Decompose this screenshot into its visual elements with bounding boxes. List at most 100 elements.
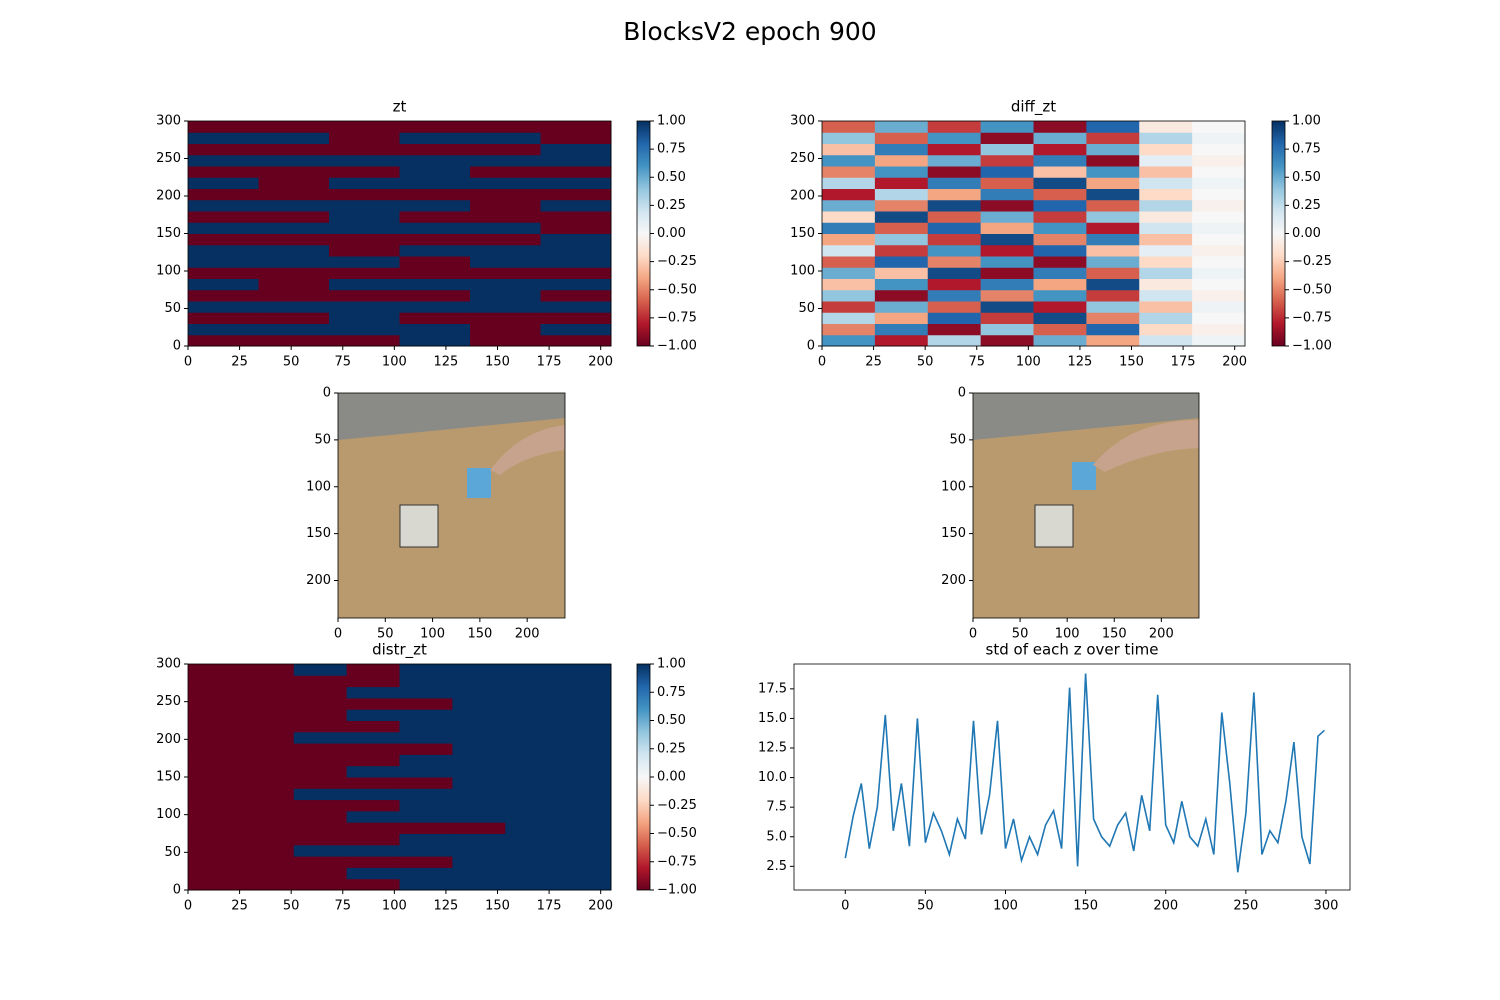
- heatmap-cell: [980, 301, 1034, 313]
- x-tick-label: 50: [917, 899, 934, 914]
- heatmap-cell: [258, 121, 330, 133]
- heatmap-cell: [399, 810, 453, 823]
- heatmap-cell: [258, 301, 330, 313]
- heatmap-cell: [293, 844, 348, 857]
- heatmap-cell: [822, 222, 876, 234]
- heatmap-cell: [540, 132, 612, 144]
- heatmap-cell: [470, 312, 541, 324]
- heatmap-cell: [258, 132, 330, 144]
- heatmap-cell: [399, 833, 453, 846]
- heatmap-cell: [240, 867, 295, 880]
- heatmap-cell: [1192, 323, 1246, 336]
- heatmap-cell: [258, 211, 330, 223]
- y-tick-label: 300: [156, 114, 181, 129]
- heatmap-cell: [258, 267, 330, 279]
- heatmap-cell: [399, 334, 471, 347]
- heatmap-cell: [399, 233, 471, 246]
- heatmap-cell: [822, 289, 876, 302]
- heatmap-cell: [258, 199, 330, 212]
- x-tick-label: 25: [231, 355, 248, 370]
- heatmap-cell: [188, 132, 259, 144]
- heatmap-cell: [822, 267, 876, 279]
- colorbar-tick-label: −0.50: [1292, 282, 1332, 297]
- heatmap-cell: [329, 289, 400, 302]
- heatmap-cell: [399, 143, 471, 156]
- heatmap-cell: [399, 822, 453, 834]
- heatmap-cell: [399, 731, 453, 744]
- heatmap-cell: [240, 810, 295, 823]
- heatmap-cell: [293, 810, 348, 823]
- heatmap-cell: [1086, 199, 1140, 212]
- heatmap-cell: [188, 154, 259, 167]
- heatmap-cell: [1192, 154, 1246, 167]
- x-tick-label: 125: [1068, 355, 1093, 370]
- colorbar-tick-label: −0.25: [1292, 254, 1332, 269]
- heatmap-cell: [258, 244, 330, 257]
- heatmap-cell: [293, 822, 348, 834]
- heatmap-cell: [540, 211, 612, 223]
- figure-title: BlocksV2 epoch 900: [623, 17, 876, 46]
- heatmap-cell: [188, 289, 259, 302]
- heatmap-cell: [927, 154, 982, 167]
- heatmap-cell: [470, 256, 541, 268]
- heatmap-cell: [452, 754, 506, 767]
- y-tick-label: 0: [323, 386, 331, 401]
- y-tick-label: 100: [156, 264, 181, 279]
- x-tick-label: 200: [1149, 627, 1174, 642]
- heatmap-cell: [452, 788, 506, 801]
- heatmap-cell: [399, 675, 453, 688]
- heatmap-cell: [399, 278, 471, 291]
- colorbar-tick-label: −1.00: [657, 883, 697, 898]
- axes-title: diff_zt: [1011, 98, 1056, 117]
- heatmap-cell: [1192, 222, 1246, 234]
- x-tick-label: 0: [969, 627, 977, 642]
- heatmap-cell: [540, 244, 612, 257]
- heatmap-cell: [399, 686, 453, 699]
- heatmap-cell: [558, 822, 612, 834]
- heatmap-cell: [927, 289, 982, 302]
- heatmap-cell: [927, 267, 982, 279]
- heatmap-cell: [1033, 188, 1087, 201]
- heatmap-cell: [240, 709, 295, 721]
- heatmap-cell: [240, 754, 295, 767]
- x-tick-label: 150: [1119, 355, 1144, 370]
- heatmap-cell: [558, 788, 612, 801]
- heatmap-cell: [1086, 323, 1140, 336]
- heatmap-cell: [1192, 143, 1246, 156]
- colorbar-tick-label: 0.75: [1292, 142, 1321, 157]
- heatmap-cell: [1086, 267, 1140, 279]
- x-tick-label: 50: [917, 355, 934, 370]
- heatmap-cell: [293, 709, 348, 721]
- heatmap-cell: [240, 799, 295, 812]
- heatmap-cell: [399, 177, 471, 189]
- heatmap-cell: [1086, 222, 1140, 234]
- heatmap-cell: [240, 743, 295, 755]
- heatmap-cell: [1086, 211, 1140, 223]
- heatmap-cell: [346, 697, 400, 710]
- heatmap-cell: [188, 709, 242, 721]
- heatmap-cell: [1139, 132, 1193, 144]
- heatmap-cell: [470, 177, 541, 189]
- x-tick-label: 50: [1012, 627, 1029, 642]
- heatmap-cell: [1033, 121, 1087, 133]
- x-tick-label: 200: [515, 627, 540, 642]
- colorbar-tick-label: −1.00: [1292, 339, 1332, 354]
- heatmap-cell: [558, 686, 612, 699]
- heatmap-cell: [188, 844, 242, 857]
- heatmap-cell: [1139, 233, 1193, 246]
- heatmap-cell: [927, 211, 982, 223]
- heatmap-cell: [346, 743, 400, 755]
- heatmap-cell: [874, 334, 929, 347]
- heatmap-cell: [505, 720, 559, 733]
- axes-frame: [337, 392, 566, 619]
- heatmap-cell: [452, 664, 506, 676]
- heatmap-cell: [1033, 166, 1087, 178]
- colorbar-tick-label: −0.50: [657, 826, 697, 841]
- heatmap-cell: [540, 334, 612, 347]
- heatmap-cell: [980, 177, 1034, 189]
- heatmap-cell: [399, 878, 453, 891]
- y-tick-label: 5.0: [766, 829, 787, 844]
- heatmap-cell: [258, 188, 330, 201]
- heatmap-cell: [188, 267, 259, 279]
- y-tick-label: 200: [306, 573, 331, 588]
